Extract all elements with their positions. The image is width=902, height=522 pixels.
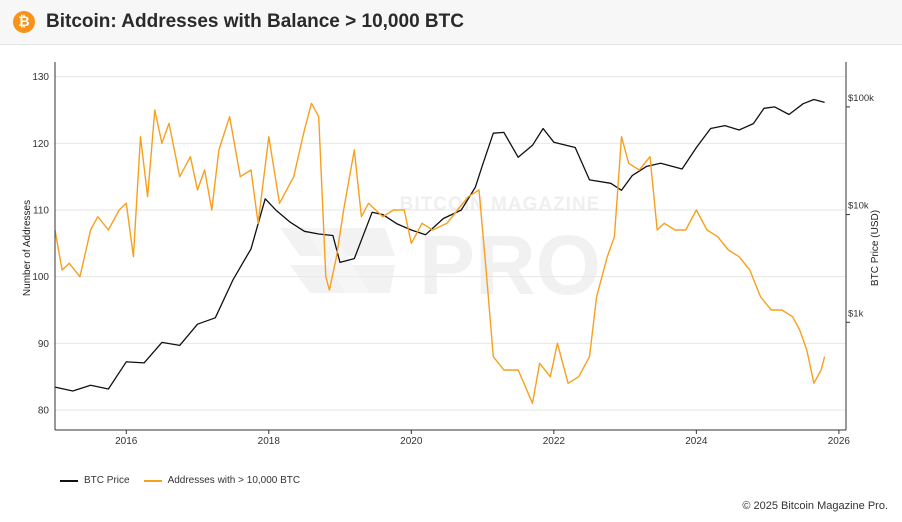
grid-lines: [55, 76, 846, 411]
y-left-tick-label: 130: [32, 72, 49, 83]
y-right-tick-label: $100k: [848, 93, 874, 104]
y-axis-label-right: BTC Price (USD): [870, 210, 881, 286]
legend-item-btc-price[interactable]: BTC Price: [60, 475, 130, 486]
y-left-tick-label: 120: [32, 139, 49, 150]
copyright-text: © 2025 Bitcoin Magazine Pro.: [742, 500, 888, 512]
y-left-tick-label: 110: [33, 206, 49, 217]
x-tick-label: 2020: [400, 436, 423, 447]
y-axis-label-left: Number of Addresses: [22, 200, 33, 296]
x-tick-label: 2016: [115, 436, 138, 447]
series-line-addresses: [54, 102, 826, 404]
chart-header: ₿ Bitcoin: Addresses with Balance > 10,0…: [0, 0, 902, 45]
x-tick-label: 2026: [828, 436, 851, 447]
watermark-line1: BITCOIN MAGAZINE: [400, 194, 601, 215]
y-right-tick-label: $10k: [848, 201, 869, 212]
tick-labels: 80 90 100 110 120 130 $1k $10k $100k 2016 2018 2020…: [32, 72, 874, 447]
legend-swatch-btc-price: [60, 479, 78, 482]
legend-swatch-addresses: [143, 479, 162, 482]
y-left-tick-label: 90: [38, 339, 50, 350]
legend-item-addresses[interactable]: Addresses with > 10,000 BTC: [143, 475, 301, 486]
axes: [54, 62, 850, 434]
y-right-tick-label: $1k: [848, 308, 864, 319]
chart-title: Bitcoin: Addresses with Balance > 10,000…: [46, 11, 464, 32]
chart-legend: BTC Price Addresses with > 10,000 BTC: [60, 475, 314, 486]
watermark-chevron-icon: [280, 228, 395, 293]
legend-label-addresses: Addresses with > 10,000 BTC: [167, 475, 301, 486]
watermark: BITCOIN MAGAZINE PRO: [280, 194, 601, 312]
legend-label-btc-price: BTC Price: [84, 475, 130, 486]
watermark-line2: PRO: [419, 218, 601, 312]
x-tick-label: 2018: [258, 436, 281, 447]
chart-svg: BITCOIN MAGAZINE PRO 80 90 100 110 120 130 $1k…: [22, 62, 881, 447]
bitcoin-logo-icon: ₿: [13, 11, 35, 33]
series-line-btc-price: [54, 98, 825, 392]
x-tick-label: 2022: [543, 436, 566, 447]
y-left-tick-label: 80: [38, 406, 50, 417]
x-tick-label: 2024: [685, 436, 708, 447]
y-left-tick-label: 100: [32, 272, 49, 283]
chart-frame: BITCOIN MAGAZINE PRO 80 90 100 110 120 130 $1k…: [0, 60, 902, 517]
plot-series: [54, 98, 826, 404]
